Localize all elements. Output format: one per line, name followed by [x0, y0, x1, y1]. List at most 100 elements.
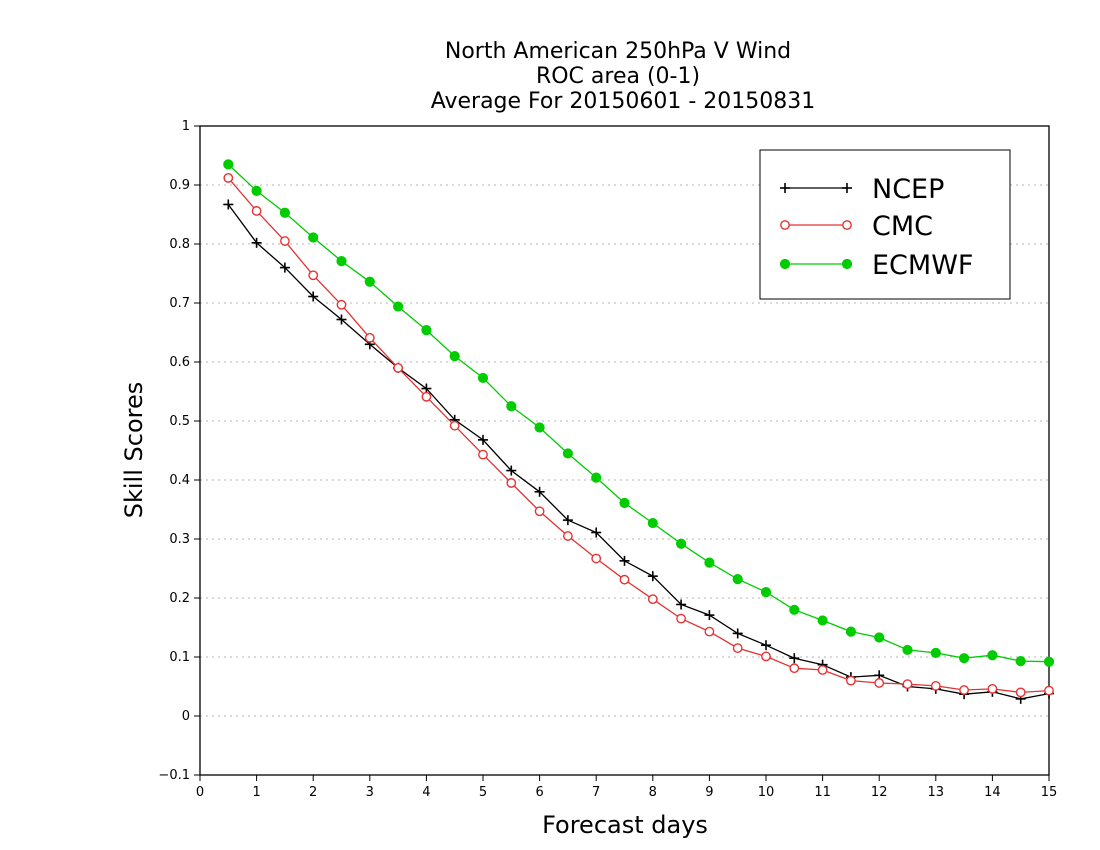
data-point-ncep	[534, 486, 545, 497]
chart-title: North American 250hPa V Wind ROC area (0…	[431, 39, 816, 114]
legend-marker-cmc	[780, 220, 790, 230]
x-tick-label: 7	[592, 785, 600, 800]
data-point-cmc	[449, 420, 460, 431]
y-tick-label: 0.5	[169, 414, 190, 429]
y-tick-label: 0.9	[169, 178, 190, 193]
legend-label-ecmwf: ECMWF	[872, 250, 973, 281]
data-point-ecmwf	[477, 372, 489, 384]
data-point-ecmwf	[760, 587, 772, 598]
legend-label-ncep: NCEP	[872, 174, 944, 205]
x-tick-label: 1	[252, 785, 260, 800]
data-point-cmc	[308, 270, 319, 281]
data-point-cmc	[336, 299, 347, 310]
x-tick-label: 3	[366, 785, 374, 800]
x-tick-label: 9	[705, 785, 713, 800]
data-point-ecmwf	[930, 647, 941, 658]
y-tick-label: 0.7	[169, 296, 190, 311]
legend-marker-ncep	[780, 183, 790, 193]
legend: NCEP CMC ECMWF	[759, 149, 1011, 300]
y-axis-label: Skill Scores	[120, 382, 148, 519]
y-tick-label: 0.1	[169, 650, 190, 665]
data-point-ncep	[591, 527, 602, 538]
y-tick-label: 0.6	[169, 355, 190, 370]
data-point-cmc	[364, 332, 375, 343]
x-tick-label: 12	[871, 785, 888, 800]
legend-marker-ncep	[842, 183, 852, 193]
data-point-ecmwf	[902, 644, 913, 656]
y-tick-label: 0.3	[169, 532, 190, 547]
title-line-3: Average For 20150601 - 20150831	[431, 89, 816, 114]
data-point-ecmwf	[591, 472, 602, 483]
y-tick-label: 1	[182, 119, 190, 134]
legend-marker-ecmwf	[841, 258, 853, 270]
data-point-ncep	[421, 383, 432, 394]
data-point-cmc	[874, 678, 885, 688]
y-tick-label: 0.4	[169, 473, 190, 488]
data-point-cmc	[421, 391, 432, 402]
data-point-ecmwf	[647, 517, 658, 529]
data-point-cmc	[676, 613, 686, 624]
data-point-cmc	[563, 531, 573, 541]
axes: −0.100.10.20.30.40.50.60.70.80.910 1 2 3 4 5 6…	[158, 119, 1057, 800]
data-point-cmc	[279, 236, 290, 246]
data-point-cmc	[647, 594, 658, 605]
data-point-ncep	[676, 599, 687, 610]
x-tick-label: 10	[758, 785, 775, 800]
data-point-cmc	[959, 685, 969, 695]
data-point-ecmwf	[534, 422, 545, 433]
y-tick-label: 0.2	[169, 591, 190, 606]
y-tick-label: 0	[182, 709, 190, 724]
data-point-cmc	[987, 683, 998, 694]
data-point-ecmwf	[987, 650, 998, 661]
data-point-ecmwf	[449, 351, 460, 362]
data-point-ecmwf	[336, 256, 347, 267]
data-point-ncep	[704, 610, 715, 621]
y-tick-label: −0.1	[158, 768, 190, 783]
data-point-ncep	[647, 571, 658, 582]
data-point-ecmwf	[704, 557, 715, 568]
data-point-ncep	[223, 199, 234, 210]
legend-marker-ecmwf	[779, 258, 791, 270]
x-tick-label: 11	[814, 785, 831, 800]
data-point-ncep	[279, 262, 290, 273]
x-tick-label: 8	[649, 785, 657, 800]
x-tick-label: 0	[196, 785, 204, 800]
data-point-ncep	[732, 628, 743, 639]
legend-label-cmc: CMC	[872, 211, 933, 242]
data-point-cmc	[591, 553, 602, 564]
plot-frame	[199, 125, 1050, 776]
x-tick-label: 4	[422, 785, 430, 800]
data-point-ecmwf	[562, 448, 574, 459]
data-series	[223, 159, 1055, 704]
data-point-ecmwf	[364, 276, 375, 287]
data-point-ncep	[761, 640, 771, 651]
data-point-ecmwf	[279, 207, 290, 218]
data-point-ecmwf	[1043, 656, 1055, 667]
data-point-cmc	[930, 681, 941, 691]
data-point-ecmwf	[308, 232, 319, 243]
data-point-cmc	[506, 478, 517, 488]
data-point-ncep	[336, 314, 347, 325]
title-line-2: ROC area (0-1)	[536, 64, 700, 89]
data-point-ncep	[619, 555, 630, 566]
data-point-cmc	[761, 651, 771, 662]
x-tick-label: 6	[535, 785, 543, 800]
x-tick-label: 2	[309, 785, 317, 800]
data-point-cmc	[846, 675, 856, 686]
data-point-cmc	[902, 679, 913, 690]
data-point-ecmwf	[817, 615, 828, 626]
data-point-ecmwf	[223, 159, 234, 170]
data-point-cmc	[619, 574, 630, 585]
data-point-ecmwf	[732, 574, 743, 585]
legend-marker-cmc	[842, 220, 852, 230]
x-axis-label: Forecast days	[542, 811, 708, 839]
x-tick-label: 13	[928, 785, 945, 800]
data-point-ncep	[506, 465, 517, 476]
data-point-cmc	[732, 643, 743, 654]
data-point-cmc	[704, 626, 715, 637]
y-tick-label: 0.8	[169, 237, 190, 252]
data-point-ncep	[478, 434, 488, 445]
data-point-cmc	[817, 665, 828, 675]
data-point-ecmwf	[506, 401, 517, 412]
